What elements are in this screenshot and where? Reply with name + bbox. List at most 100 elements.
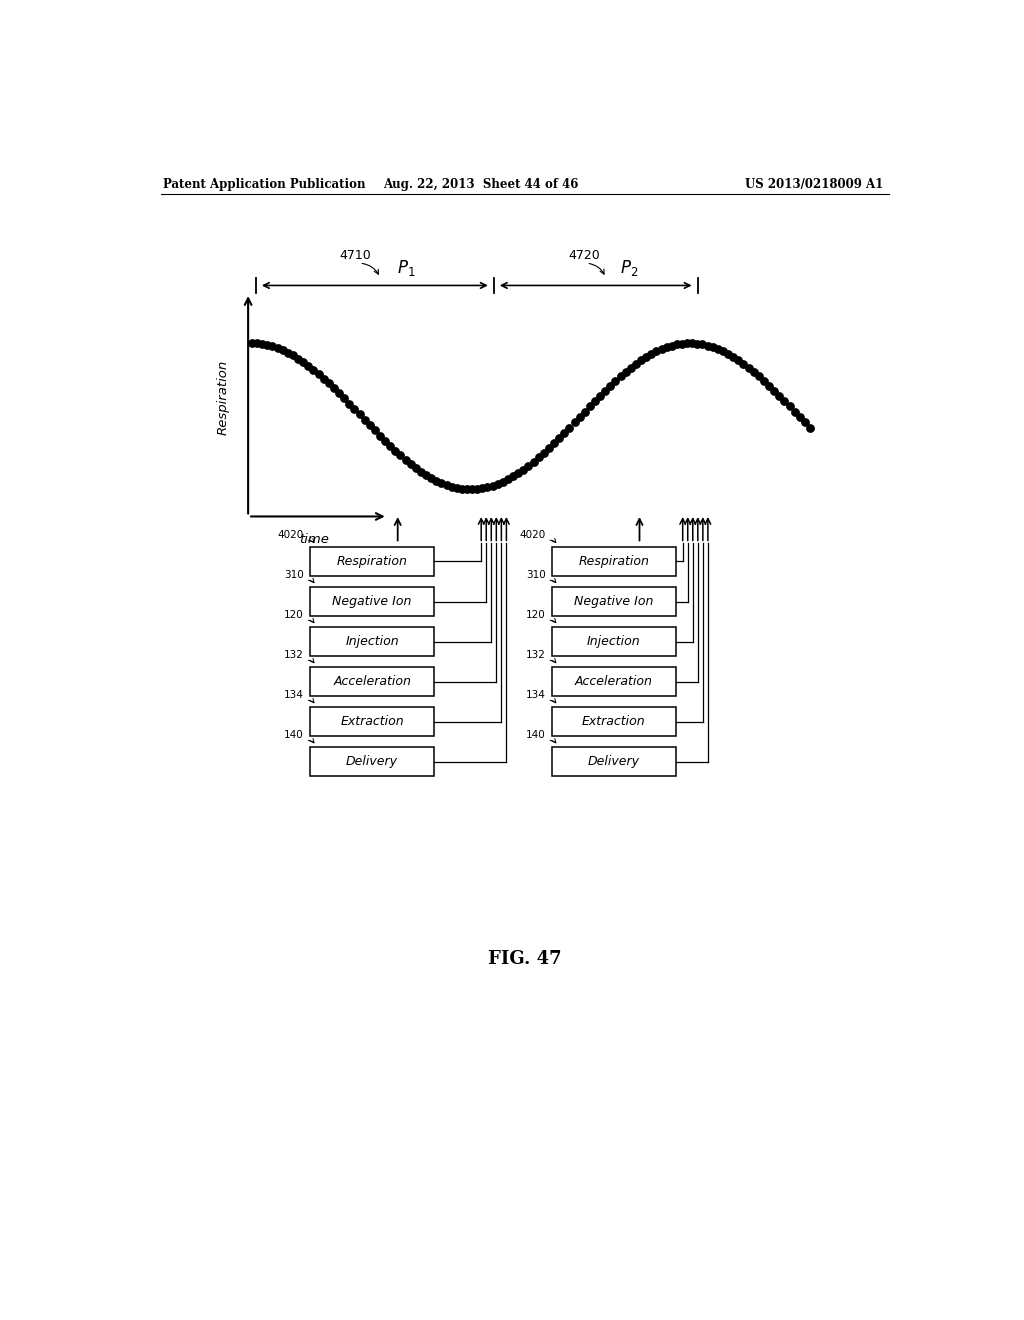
Point (679, 333, 695, 354)
Text: Respiration: Respiration (579, 554, 649, 568)
Point (546, 433, 562, 454)
Point (694, 334, 711, 355)
Point (387, 440, 403, 461)
Point (479, 477, 496, 498)
Text: Injection: Injection (345, 635, 399, 648)
Point (300, 355, 316, 376)
Bar (310, 548, 434, 576)
Bar (552, 747, 676, 776)
Point (397, 449, 414, 470)
Text: 4720: 4720 (568, 249, 600, 263)
Point (648, 341, 665, 362)
Point (372, 425, 388, 446)
Point (720, 343, 736, 364)
Bar (310, 708, 434, 737)
Point (664, 335, 680, 356)
Point (735, 354, 752, 375)
Point (776, 391, 793, 412)
Point (705, 337, 721, 358)
Text: 134: 134 (284, 690, 304, 700)
Point (781, 396, 798, 417)
Point (459, 479, 475, 500)
Point (321, 372, 337, 393)
Point (520, 455, 537, 477)
Text: 120: 120 (526, 610, 546, 619)
Point (607, 371, 624, 392)
Point (556, 422, 572, 444)
Point (792, 407, 808, 428)
Point (633, 350, 649, 371)
Bar (310, 627, 434, 656)
Point (797, 412, 813, 433)
Point (710, 338, 726, 359)
Point (684, 333, 700, 354)
Point (597, 380, 613, 401)
Point (361, 414, 378, 436)
Text: 4020: 4020 (519, 529, 546, 540)
Point (612, 366, 629, 387)
Point (280, 342, 296, 363)
Point (638, 346, 654, 367)
Point (408, 457, 424, 478)
Point (315, 368, 332, 389)
Bar (552, 548, 676, 576)
Point (305, 359, 322, 380)
Text: 134: 134 (526, 690, 546, 700)
Point (249, 333, 265, 354)
Point (244, 333, 260, 354)
Point (264, 335, 281, 356)
Point (689, 333, 706, 354)
Bar (552, 708, 676, 737)
Point (699, 335, 716, 356)
Text: Negative Ion: Negative Ion (574, 595, 653, 609)
Text: Acceleration: Acceleration (575, 675, 653, 688)
Text: Respiration: Respiration (337, 554, 408, 568)
Text: Delivery: Delivery (588, 755, 640, 768)
Bar (552, 627, 676, 656)
Point (536, 442, 552, 463)
Text: Injection: Injection (587, 635, 641, 648)
Point (669, 334, 685, 355)
Point (786, 401, 803, 422)
Point (658, 337, 675, 358)
Point (745, 362, 762, 383)
Point (740, 358, 757, 379)
Text: Patent Application Publication: Patent Application Publication (163, 178, 366, 190)
Point (674, 333, 690, 354)
Point (587, 391, 603, 412)
Point (802, 417, 818, 438)
Point (469, 479, 485, 500)
Point (653, 338, 670, 359)
Text: 140: 140 (526, 730, 546, 739)
Text: Aug. 22, 2013  Sheet 44 of 46: Aug. 22, 2013 Sheet 44 of 46 (383, 178, 579, 190)
Point (341, 393, 357, 414)
Point (413, 461, 429, 482)
Point (351, 404, 368, 425)
Text: Extraction: Extraction (340, 715, 403, 729)
Point (285, 345, 301, 366)
Text: Extraction: Extraction (582, 715, 646, 729)
Point (449, 478, 465, 499)
Point (495, 471, 511, 492)
Point (474, 478, 490, 499)
Point (730, 350, 746, 371)
Point (761, 375, 777, 396)
Text: 132: 132 (526, 649, 546, 660)
Point (515, 459, 531, 480)
Point (771, 385, 787, 407)
Text: Delivery: Delivery (346, 755, 398, 768)
Point (402, 453, 419, 474)
Text: $P_1$: $P_1$ (396, 257, 415, 277)
Text: Respiration: Respiration (217, 359, 229, 434)
Point (336, 388, 352, 409)
Point (623, 358, 639, 379)
Text: 120: 120 (285, 610, 304, 619)
Bar (552, 668, 676, 696)
Point (530, 447, 547, 469)
Point (582, 396, 598, 417)
Point (756, 371, 772, 392)
Point (367, 420, 383, 441)
Point (617, 362, 634, 383)
Text: time: time (299, 533, 329, 546)
Point (433, 473, 450, 494)
